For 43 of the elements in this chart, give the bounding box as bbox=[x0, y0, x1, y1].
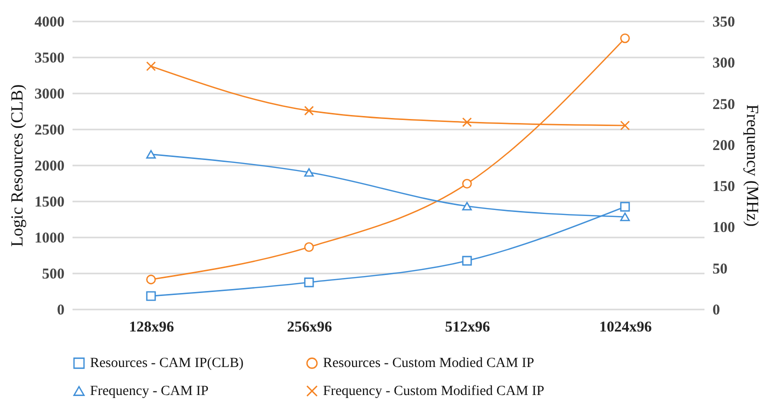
point bbox=[146, 150, 156, 159]
point bbox=[146, 61, 156, 72]
y2-tick-label: 250 bbox=[712, 96, 735, 113]
point bbox=[304, 278, 314, 288]
y2-tick-label: 300 bbox=[712, 56, 735, 72]
y2-tick-label: 150 bbox=[712, 179, 735, 196]
point bbox=[620, 212, 630, 222]
y-tick-label: 0 bbox=[57, 302, 64, 318]
y2-tick-label: 200 bbox=[712, 138, 735, 154]
y2-tick-label: 100 bbox=[712, 220, 735, 236]
point bbox=[146, 291, 156, 301]
legend-label: Frequency - CAM IP bbox=[90, 384, 209, 399]
y-tick-label: 1000 bbox=[34, 230, 64, 246]
point bbox=[462, 178, 472, 189]
x-tick-label: 128x96 bbox=[129, 320, 174, 336]
y-tick-label: 4000 bbox=[34, 14, 64, 30]
point bbox=[620, 202, 630, 212]
point bbox=[304, 242, 314, 252]
point bbox=[304, 106, 314, 116]
point bbox=[462, 117, 472, 128]
y-tick-label: 1500 bbox=[34, 194, 64, 210]
point bbox=[462, 202, 472, 210]
point bbox=[620, 33, 630, 44]
y2-tick-label: 350 bbox=[712, 14, 735, 30]
y-tick-label: 2500 bbox=[34, 122, 64, 138]
y-tick-label: 500 bbox=[42, 266, 64, 282]
y-tick-label: 3000 bbox=[34, 86, 64, 102]
y-tick-label: 3500 bbox=[34, 50, 64, 66]
y2-axis-title: Frequency (MHz) bbox=[743, 104, 762, 227]
x-tick-label: 512x96 bbox=[445, 320, 490, 336]
point bbox=[146, 274, 156, 284]
x-tick-label: 1024x96 bbox=[599, 320, 652, 336]
point bbox=[620, 120, 630, 130]
point bbox=[304, 168, 314, 177]
legend-label: Resources - Custom Modied CAM IP bbox=[323, 356, 534, 372]
legend-label: Frequency - Custom Modified CAM IP bbox=[323, 384, 544, 399]
y2-tick-label: 0 bbox=[712, 302, 720, 318]
x-tick-label: 256x96 bbox=[287, 320, 332, 336]
legend-label: Resources - CAM IP(CLB) bbox=[90, 356, 244, 372]
y-axis-title: Logic Resources (CLB) bbox=[8, 84, 26, 247]
y2-tick-label: 50 bbox=[712, 261, 728, 278]
y-tick-label: 2000 bbox=[34, 158, 64, 174]
point bbox=[462, 256, 472, 266]
